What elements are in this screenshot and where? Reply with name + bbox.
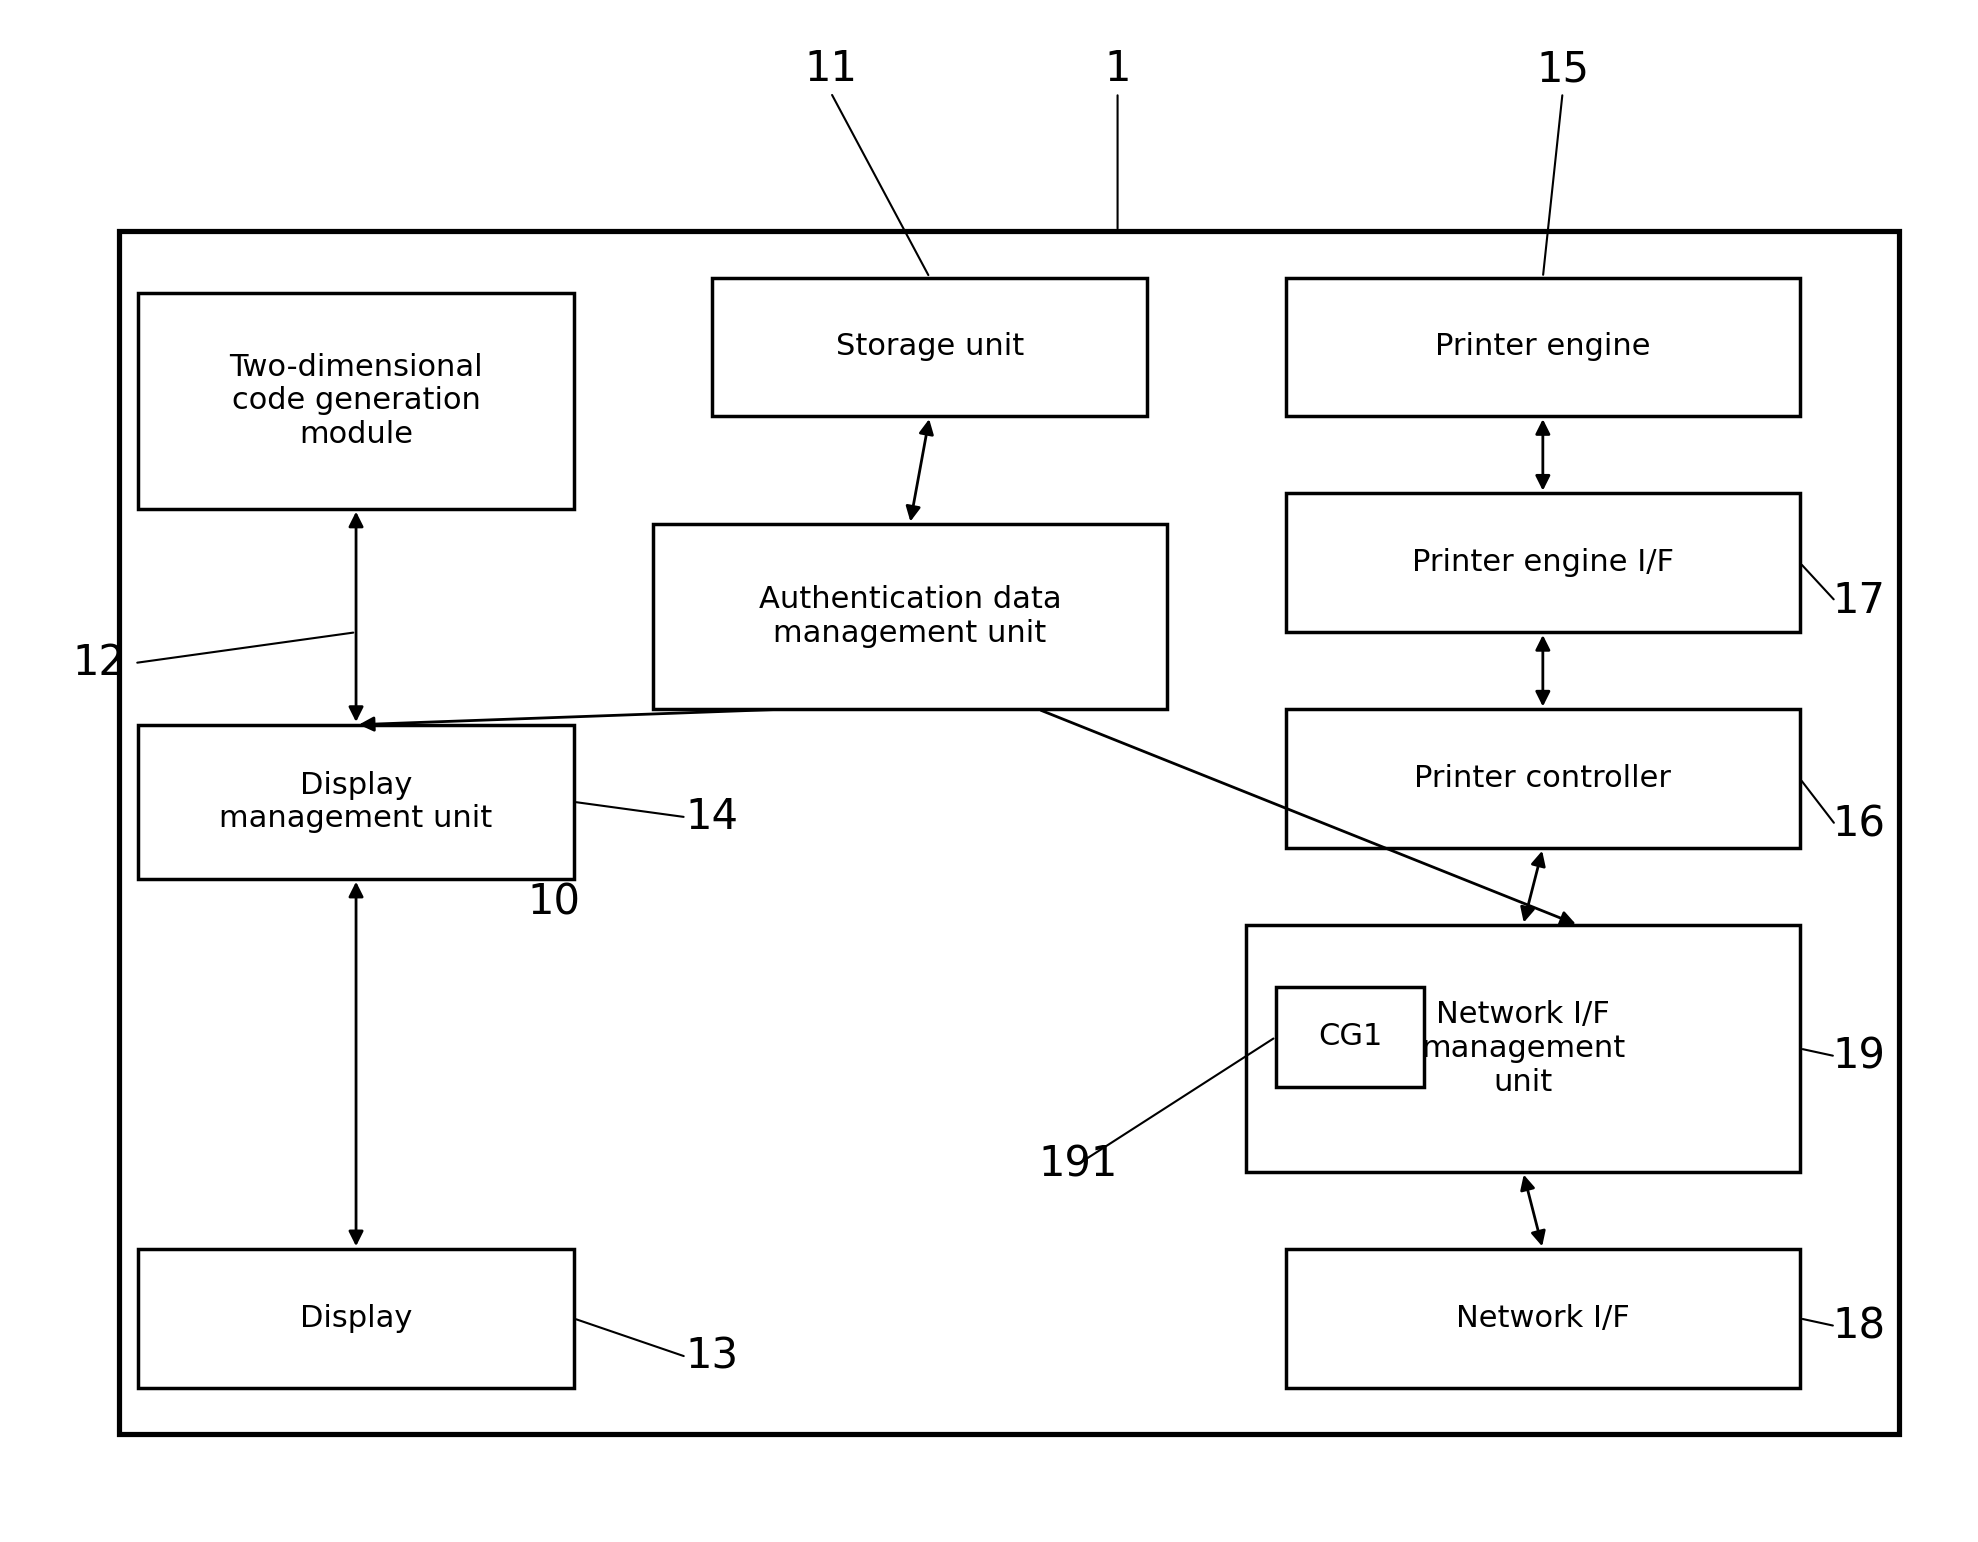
Bar xyxy=(119,231,1899,1434)
Text: Printer engine: Printer engine xyxy=(1436,333,1650,361)
Bar xyxy=(1286,278,1800,416)
Text: Storage unit: Storage unit xyxy=(835,333,1025,361)
Text: 191: 191 xyxy=(1038,1143,1118,1186)
Bar xyxy=(1246,925,1800,1172)
Text: 18: 18 xyxy=(1834,1305,1885,1348)
Bar xyxy=(138,1249,574,1388)
Bar xyxy=(1286,709,1800,848)
Bar xyxy=(1286,493,1800,632)
Bar xyxy=(712,278,1147,416)
Text: 16: 16 xyxy=(1834,803,1885,847)
Text: Network I/F: Network I/F xyxy=(1456,1305,1630,1332)
Text: 15: 15 xyxy=(1537,48,1588,91)
Text: 12: 12 xyxy=(73,641,125,685)
Bar xyxy=(138,725,574,879)
Text: 17: 17 xyxy=(1834,580,1885,623)
Text: 1: 1 xyxy=(1104,48,1131,91)
Text: 19: 19 xyxy=(1834,1035,1885,1078)
Text: 11: 11 xyxy=(805,48,856,91)
Text: 14: 14 xyxy=(686,796,738,839)
Text: Authentication data
management unit: Authentication data management unit xyxy=(760,586,1060,648)
Bar xyxy=(138,293,574,509)
Text: 10: 10 xyxy=(528,880,580,924)
Bar xyxy=(1286,1249,1800,1388)
Bar xyxy=(653,524,1167,709)
Text: Display: Display xyxy=(301,1305,411,1332)
Text: Network I/F
management
unit: Network I/F management unit xyxy=(1420,1001,1626,1096)
Text: Printer engine I/F: Printer engine I/F xyxy=(1412,549,1673,577)
Bar xyxy=(1276,987,1424,1087)
Text: 13: 13 xyxy=(686,1335,738,1379)
Text: Printer controller: Printer controller xyxy=(1414,765,1671,793)
Text: Two-dimensional
code generation
module: Two-dimensional code generation module xyxy=(229,353,483,449)
Text: CG1: CG1 xyxy=(1317,1022,1383,1052)
Text: Display
management unit: Display management unit xyxy=(220,771,493,833)
